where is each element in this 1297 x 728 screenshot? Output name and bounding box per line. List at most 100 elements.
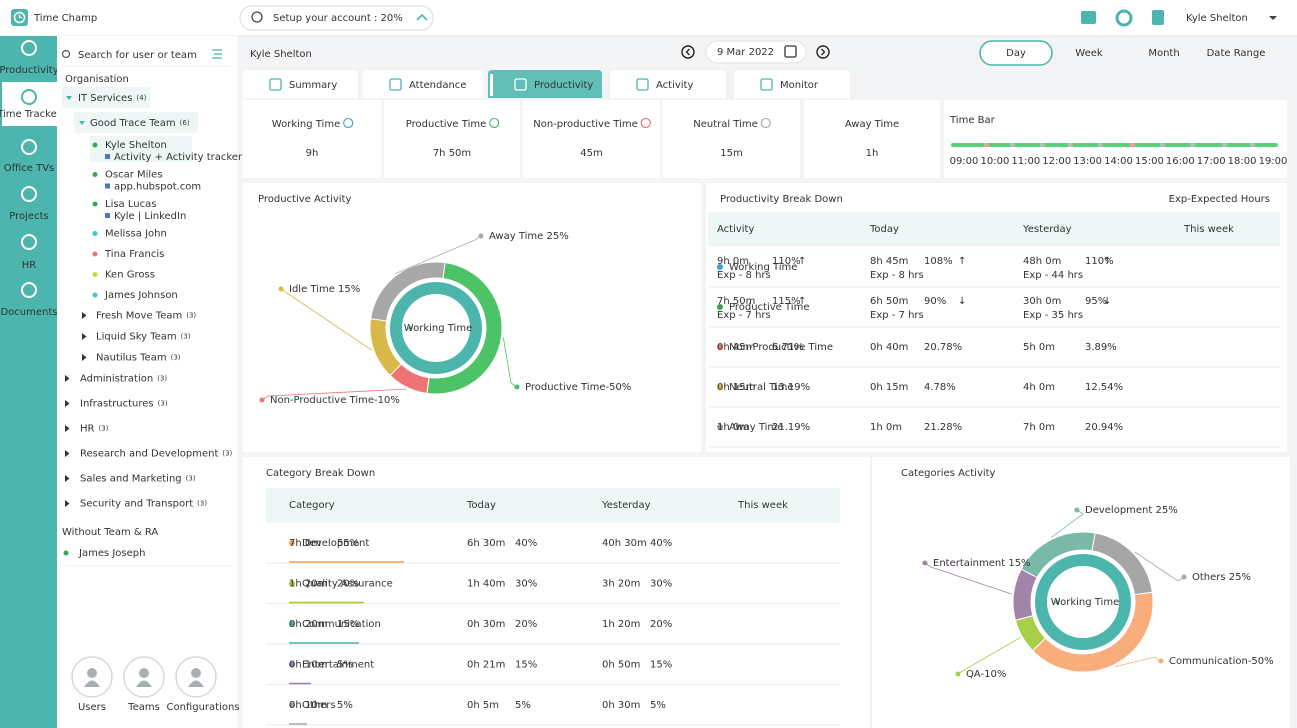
stat-card bbox=[384, 100, 520, 178]
time-bar-gap bbox=[1222, 143, 1227, 147]
tree-toggle[interactable] bbox=[79, 121, 85, 125]
cell-expected: Exp - 8 hrs bbox=[717, 270, 771, 281]
cell-pct: 20.94% bbox=[1085, 422, 1123, 433]
selected-user: Kyle Shelton bbox=[250, 49, 312, 60]
date: 9 Mar 2022 bbox=[717, 47, 774, 58]
cell-time: 0h 5m bbox=[467, 700, 499, 711]
cell-pct: 20.78% bbox=[924, 342, 962, 353]
donut-segment bbox=[369, 318, 402, 377]
cell-pct: 30% bbox=[515, 579, 537, 590]
clipboard-icon[interactable] bbox=[1152, 10, 1164, 25]
tree-toggle[interactable] bbox=[65, 375, 70, 382]
stat-label: Productive Time bbox=[406, 119, 486, 130]
legend-dot bbox=[1181, 574, 1187, 580]
no-team-title: Without Team & RA bbox=[62, 527, 158, 538]
column-header: Today bbox=[869, 224, 899, 235]
nav-icon[interactable] bbox=[21, 89, 37, 105]
tab[interactable] bbox=[363, 70, 483, 98]
table-header bbox=[708, 212, 1280, 246]
donut-center: Working Time bbox=[404, 323, 472, 334]
legend-dot bbox=[514, 384, 520, 390]
nav-icon[interactable] bbox=[21, 186, 37, 202]
member-name: James Johnson bbox=[104, 290, 178, 301]
nav-icon[interactable] bbox=[21, 282, 37, 298]
cell-pct: 108% bbox=[924, 256, 953, 267]
stat-icon bbox=[343, 117, 354, 129]
tab-label: Attendance bbox=[409, 80, 466, 91]
tree-count: (3) bbox=[171, 354, 181, 362]
tab[interactable] bbox=[610, 70, 726, 98]
row-dot bbox=[289, 540, 295, 546]
range-option: Date Range bbox=[1207, 48, 1266, 59]
row-dot bbox=[289, 661, 295, 668]
tree-toggle[interactable] bbox=[66, 96, 72, 100]
stat-value: 7h 50m bbox=[433, 148, 471, 159]
brand: Time Champ bbox=[33, 13, 97, 24]
stat-label: Non-productive Time bbox=[533, 119, 638, 130]
tree-toggle[interactable] bbox=[65, 500, 70, 507]
date-pill[interactable] bbox=[705, 40, 807, 64]
row-name: Productive Time bbox=[729, 302, 809, 313]
status-dot bbox=[92, 251, 98, 257]
team: Liquid Sky Team (3) bbox=[96, 332, 191, 343]
next-date[interactable] bbox=[816, 45, 830, 59]
panel-title: Productivity Break Down bbox=[720, 194, 843, 205]
cell-pct: 30% bbox=[650, 579, 672, 590]
cell-pct: 20% bbox=[515, 619, 537, 630]
status-dot bbox=[92, 142, 98, 148]
cell-time: 48h 0m bbox=[1023, 256, 1061, 267]
action-icon-body bbox=[136, 680, 152, 687]
tab[interactable] bbox=[734, 70, 850, 98]
time-bar-gap bbox=[1010, 143, 1015, 147]
cell-time: 9h 0m bbox=[717, 256, 749, 267]
tree-toggle[interactable] bbox=[65, 400, 70, 407]
nav-icon[interactable] bbox=[21, 40, 37, 56]
segment-label: Development 25% bbox=[1085, 505, 1178, 516]
org-unit: Security and Transport (3) bbox=[80, 499, 207, 510]
row-name: Non-Productive Time bbox=[729, 342, 833, 353]
member-name: Ken Gross bbox=[105, 270, 155, 281]
member-name: Melissa John bbox=[105, 229, 167, 240]
tab[interactable] bbox=[243, 70, 358, 98]
cell-pct: 40% bbox=[650, 538, 672, 549]
cell-time: 0h 10m bbox=[289, 700, 327, 711]
range-active[interactable] bbox=[979, 40, 1053, 66]
setup-icon bbox=[251, 11, 263, 23]
logo-hand bbox=[18, 14, 22, 19]
tree-toggle[interactable] bbox=[65, 475, 70, 482]
tree-toggle[interactable] bbox=[82, 333, 87, 340]
nav-icon[interactable] bbox=[21, 139, 37, 155]
stat-label: Working Time bbox=[272, 119, 340, 130]
member-name: Tina Francis bbox=[104, 249, 164, 260]
segment-label: Productive Time-50% bbox=[525, 382, 631, 393]
setup-pill[interactable] bbox=[239, 5, 434, 31]
member-name: Lisa Lucas bbox=[105, 199, 156, 210]
org-title: Organisation bbox=[65, 74, 129, 85]
nav-icon[interactable] bbox=[21, 234, 37, 250]
tree-toggle[interactable] bbox=[65, 450, 70, 457]
action-label: Users bbox=[78, 702, 106, 713]
cell-pct: 5% bbox=[650, 700, 666, 711]
settings-icon[interactable] bbox=[1115, 9, 1133, 27]
tree-label: HR bbox=[80, 424, 95, 435]
stat-value: 1h bbox=[866, 148, 879, 159]
store-icon[interactable] bbox=[1081, 11, 1096, 24]
status-dot bbox=[92, 231, 98, 236]
tree-toggle[interactable] bbox=[65, 425, 70, 432]
prev-date[interactable] bbox=[681, 45, 695, 59]
tree-label: Research and Development bbox=[80, 449, 218, 460]
cell-expected: Exp - 7 hrs bbox=[870, 310, 924, 321]
tab[interactable] bbox=[488, 70, 602, 98]
tree-toggle[interactable] bbox=[82, 312, 87, 319]
row-name: Communication bbox=[302, 619, 381, 630]
legend-dot bbox=[955, 671, 961, 677]
cell-time: 8h 45m bbox=[870, 256, 908, 267]
tree-toggle[interactable] bbox=[82, 354, 87, 361]
tree-count: (3) bbox=[222, 450, 232, 458]
tab-icon bbox=[636, 78, 649, 91]
tree-label: Administration bbox=[80, 374, 153, 385]
column-header: This week bbox=[1183, 224, 1234, 235]
row-name: Others bbox=[302, 700, 336, 711]
user-name: Kyle Shelton bbox=[1186, 13, 1248, 24]
